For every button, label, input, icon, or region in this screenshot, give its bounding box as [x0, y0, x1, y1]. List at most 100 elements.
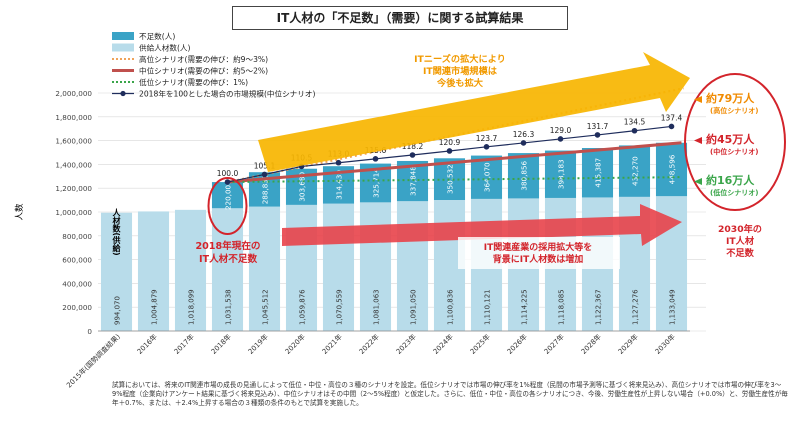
scenario-pointer: [694, 178, 702, 185]
left-note-text: IT人材不足数: [199, 253, 257, 265]
bar-supply-label: 1,059,876: [299, 289, 307, 325]
bar-supply: [322, 203, 355, 331]
bar-supply-label: 1,118,085: [558, 289, 566, 325]
x-tick-label: 2028年: [579, 332, 603, 356]
market-index-point: [335, 159, 342, 166]
scenario-value: 約45万人: [706, 132, 755, 146]
growth-arrow-top: [258, 52, 690, 172]
scenario-pointer: [694, 137, 702, 144]
bar-supply-label: 1,127,276: [632, 289, 640, 325]
top-arrow-text: IT関連市場規模は: [423, 65, 497, 77]
legend-label: 高位シナリオ(需要の伸び：約9～3%): [139, 54, 268, 64]
chart-title: IT人材の「不足数」（需要）に関する試算結果: [232, 6, 568, 30]
bar-supply-label: 1,045,512: [262, 289, 270, 325]
bar-supply-label: 1,031,538: [225, 289, 233, 325]
mid-arrow-textbox: [458, 237, 620, 269]
bar-supply-label: 1,114,225: [521, 289, 529, 325]
x-tick-label: 2017年: [172, 332, 196, 356]
y-axis-title: 人数: [14, 203, 25, 221]
left-note-text: 2018年現在の: [195, 240, 260, 252]
bar-supply-label: 1,133,049: [669, 289, 677, 325]
y-tick-label: 600,000: [62, 256, 92, 265]
legend-label: 2018年を100とした場合の市場規模(中位シナリオ): [139, 89, 315, 99]
market-index-label: 129.0: [550, 126, 572, 135]
bar-shortage-label: 415,387: [594, 158, 603, 188]
y-tick-label: 0: [87, 327, 92, 336]
x-tick-label: 2030年: [653, 332, 677, 356]
y-tick-label: 1,600,000: [55, 137, 92, 146]
bar-supply-label: 1,018,099: [188, 289, 196, 325]
bar-supply: [137, 211, 170, 331]
bar-shortage: [544, 150, 577, 198]
scenario-value: 約16万人: [706, 173, 755, 187]
top-arrow-text: 今後も拡大: [436, 77, 484, 89]
right-note-text: 2030年の: [718, 223, 762, 235]
highlight-circle-2030: [684, 73, 786, 211]
bar-shortage-label: 364,070: [483, 162, 492, 192]
bar-shortage: [470, 155, 503, 199]
market-index-label: 126.3: [513, 130, 535, 139]
bar-shortage-label: 288,835: [261, 175, 270, 205]
x-tick-label: 2023年: [394, 332, 418, 356]
market-index-point: [224, 179, 231, 185]
right-note-text: IT人材: [726, 235, 754, 247]
market-index-point: [261, 171, 268, 178]
mid-arrow-text: 背景にIT人材数は増加: [493, 253, 584, 265]
x-tick-label: 2027年: [542, 332, 566, 356]
bar-supply: [248, 206, 281, 331]
market-index-label: 120.9: [439, 138, 461, 147]
bar-supply: [174, 209, 207, 331]
bar-supply: [396, 201, 429, 331]
market-index-point: [668, 123, 675, 130]
legend-swatch: [112, 43, 134, 52]
scenario-sub: (高位シナリオ): [710, 106, 758, 115]
scenario-pointer: [694, 96, 702, 103]
bar-supply: [100, 212, 133, 331]
bar-shortage-label: 432,270: [631, 156, 640, 186]
bar-shortage-label: 448,596: [668, 154, 677, 184]
bar-supply-label: 994,070: [114, 296, 122, 325]
y-axis: 0 200,000 400,000 600,000 800,000 1,000,000 1,…: [14, 89, 92, 336]
right-note-text: 不足数: [726, 247, 754, 259]
market-index-label: 123.7: [476, 134, 498, 143]
bar-shortage-label: 350,532: [446, 164, 455, 194]
legend-swatch: [120, 90, 126, 97]
market-index-point: [631, 127, 638, 134]
market-index-point: [446, 148, 453, 154]
growth-arrow-mid: [282, 204, 682, 246]
bar-shortage: [581, 148, 614, 198]
bar-shortage: [655, 142, 688, 197]
y-tick-label: 1,400,000: [55, 160, 92, 169]
x-tick-label: 2026年: [505, 332, 529, 356]
bar-shortage: [618, 145, 651, 197]
bar-shortage-label: 314,439: [335, 170, 344, 200]
market-index-label: 137.4: [661, 113, 683, 122]
legend-label: 不足数(人): [139, 31, 175, 41]
x-tick-label: 2021年: [320, 332, 344, 356]
bar-shortage-label: 398,183: [557, 159, 566, 189]
bar-supply-label: 1,004,879: [151, 289, 159, 325]
bar-supply-label: 1,070,559: [336, 289, 344, 325]
bar-supply: [285, 204, 318, 331]
bar-supply-label: 1,081,063: [373, 289, 381, 325]
market-index-point: [483, 144, 490, 150]
line-mid-scenario: [227, 141, 682, 184]
legend-label: 低位シナリオ(需要の伸び：1%): [139, 77, 248, 87]
y-tick-label: 1,200,000: [55, 184, 92, 193]
x-tick-label: 2022年: [357, 332, 381, 356]
y-tick-label: 200,000: [62, 303, 92, 312]
y-tick-label: 1,800,000: [55, 113, 92, 122]
bar-supply-label: 1,100,836: [447, 289, 455, 325]
bar-shortage-label: 325,714: [372, 168, 381, 198]
x-tick-label: 2025年: [468, 332, 492, 356]
legend: 不足数(人) 供給人材数(人)高位シナリオ(需要の伸び：約9～3%) 中位シナリオ(…: [112, 31, 315, 99]
market-index-point: [594, 132, 601, 138]
line-low-scenario: [227, 176, 682, 184]
market-index-point: [520, 140, 527, 146]
market-index-label: 134.5: [624, 118, 646, 127]
bar-supply: [359, 202, 392, 331]
y-tick-label: 400,000: [62, 279, 92, 288]
mid-arrow-text: IT関連産業の採用拡大等を: [484, 241, 593, 253]
market-index-point: [372, 156, 379, 162]
